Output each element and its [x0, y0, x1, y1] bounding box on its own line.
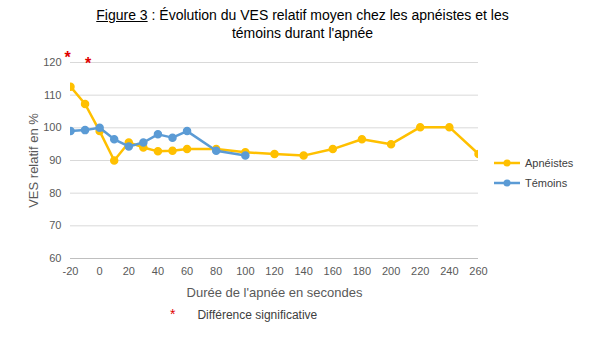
svg-text:80: 80: [49, 187, 61, 199]
svg-text:80: 80: [210, 265, 222, 277]
svg-text:*: *: [85, 55, 92, 72]
svg-text:100: 100: [236, 265, 254, 277]
svg-text:110: 110: [44, 89, 62, 101]
svg-text:160: 160: [324, 265, 342, 277]
svg-text:60: 60: [49, 252, 61, 264]
svg-text:0: 0: [97, 265, 103, 277]
html-text:Différence significative: Différence significative: [197, 308, 318, 322]
html-text:Figure 3: Évolution du VES rel: Figure 3: Évolution du VES relatif moyen…: [96, 7, 509, 41]
svg-text:260: 260: [469, 265, 487, 277]
svg-text:-20: -20: [63, 265, 79, 277]
svg-text:220: 220: [411, 265, 429, 277]
svg-text:100: 100: [43, 121, 61, 133]
svg-text:180: 180: [353, 265, 371, 277]
svg-text:240: 240: [440, 265, 458, 277]
svg-text:200: 200: [382, 265, 400, 277]
svg-text:Durée de l'apnée en secondes: Durée de l'apnée en secondes: [187, 285, 363, 300]
html-text:Apnéistes: Apnéistes: [525, 157, 574, 169]
svg-text:120: 120: [265, 265, 283, 277]
svg-text:140: 140: [294, 265, 312, 277]
svg-text:60: 60: [181, 265, 193, 277]
svg-text:20: 20: [123, 265, 135, 277]
html-text:Témoins: Témoins: [525, 177, 568, 189]
svg-text:90: 90: [49, 154, 61, 166]
svg-text:40: 40: [152, 265, 164, 277]
svg-text:120: 120: [43, 56, 61, 68]
svg-text:*: *: [64, 49, 71, 66]
svg-text:70: 70: [49, 219, 61, 231]
svg-text:VES relatif en %: VES relatif en %: [26, 113, 41, 208]
